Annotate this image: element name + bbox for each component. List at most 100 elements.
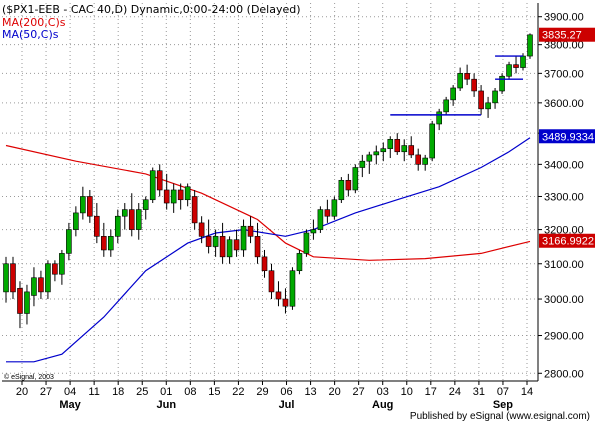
candle	[205, 219, 212, 254]
candle	[240, 219, 247, 257]
x-axis: 20 27 04 11 18 25 01 08 15 22 29 06 13 20 27 03 10 17 24 31…	[16, 381, 533, 411]
candle-body	[142, 199, 149, 210]
candle	[3, 256, 9, 303]
candle-body	[184, 186, 191, 201]
candle-body	[240, 225, 247, 251]
candle-body	[429, 123, 435, 159]
candle-body	[128, 209, 135, 230]
candle	[303, 229, 310, 257]
candle-body	[52, 263, 58, 275]
candle-body	[177, 189, 184, 201]
candle-body	[17, 288, 23, 314]
candle	[331, 196, 338, 220]
candle-body	[80, 196, 86, 214]
x-month-label: Sep	[493, 399, 513, 411]
candle	[359, 154, 366, 178]
candle	[275, 281, 282, 307]
candle	[429, 120, 435, 162]
candle	[219, 222, 226, 264]
candle	[233, 229, 240, 257]
x-tick-label: 10	[401, 386, 413, 398]
ma50-line	[6, 137, 531, 363]
candle	[59, 249, 65, 285]
candle-body	[31, 277, 37, 296]
candle	[87, 189, 93, 223]
candle-body	[499, 75, 505, 92]
candle	[296, 249, 303, 275]
candle-body	[394, 139, 401, 153]
candle-body	[471, 78, 477, 92]
candle	[513, 56, 519, 74]
candle-body	[422, 157, 429, 165]
candle	[499, 73, 505, 94]
candle	[101, 222, 107, 257]
price-tag-label: 3166.9922	[542, 236, 594, 248]
y-tick-label: 3400.00	[544, 159, 584, 171]
x-tick-label: 15	[208, 386, 220, 398]
candle-body	[108, 236, 114, 251]
x-tick-label: 27	[353, 386, 365, 398]
candle-body	[436, 111, 442, 125]
x-tick-label: 03	[377, 386, 389, 398]
candle	[45, 260, 51, 300]
x-tick-label: 01	[160, 386, 172, 398]
candle-body	[492, 90, 498, 104]
candle	[464, 64, 470, 86]
candle-body	[450, 87, 456, 101]
candle	[317, 206, 324, 233]
candle-body	[170, 189, 177, 204]
candle	[457, 67, 463, 91]
x-month-label: Jun	[157, 399, 177, 411]
candle	[156, 164, 163, 197]
candle	[247, 216, 254, 244]
candle	[387, 136, 394, 159]
candle-body	[457, 73, 463, 89]
candle-body	[156, 170, 163, 191]
candle-body	[94, 215, 100, 237]
candle-body	[317, 209, 324, 230]
candle-body	[59, 253, 65, 275]
x-tick-label: 27	[40, 386, 52, 398]
candle-body	[527, 34, 533, 57]
candle-body	[212, 236, 219, 247]
candle	[289, 267, 296, 310]
y-axis: 2800.00 2900.00 3000.00 3100.00 3200.00 3300.…	[538, 12, 584, 380]
candle-body	[73, 212, 79, 230]
candle-body	[114, 215, 121, 237]
candle	[394, 133, 401, 155]
candle-body	[324, 209, 331, 217]
candle	[142, 196, 149, 220]
candle	[422, 154, 429, 171]
candle	[254, 222, 261, 264]
candle	[282, 288, 289, 314]
y-tick-label: 3800.00	[544, 40, 584, 52]
candle-body	[380, 148, 387, 153]
candle	[108, 229, 114, 257]
candle-body	[254, 236, 261, 258]
copyright-text: © eSignal, 2003	[4, 373, 54, 381]
y-tick-label: 3700.00	[544, 68, 584, 80]
legend-ma50: MA(50,C)s	[2, 28, 59, 41]
price-tag: 3835.27	[539, 27, 595, 42]
x-tick-label: 24	[449, 386, 461, 398]
candle-body	[3, 263, 9, 293]
x-tick-label: 07	[497, 386, 509, 398]
x-tick-label: 11	[88, 386, 99, 398]
candle	[352, 164, 359, 194]
candle-body	[408, 145, 415, 156]
price-tag-bg	[539, 129, 595, 144]
candle	[415, 148, 422, 171]
candle-body	[268, 270, 275, 293]
candle-body	[366, 154, 373, 162]
candle	[94, 203, 100, 244]
ma200-line	[5, 144, 531, 261]
candle	[261, 249, 268, 278]
ma200-path	[5, 144, 531, 261]
candle	[184, 183, 191, 207]
candle	[478, 85, 484, 115]
candlesticks	[3, 33, 533, 329]
candle-body	[513, 64, 519, 68]
candle	[163, 173, 170, 210]
x-tick-label: 29	[256, 386, 268, 398]
x-tick-label: 22	[232, 386, 244, 398]
